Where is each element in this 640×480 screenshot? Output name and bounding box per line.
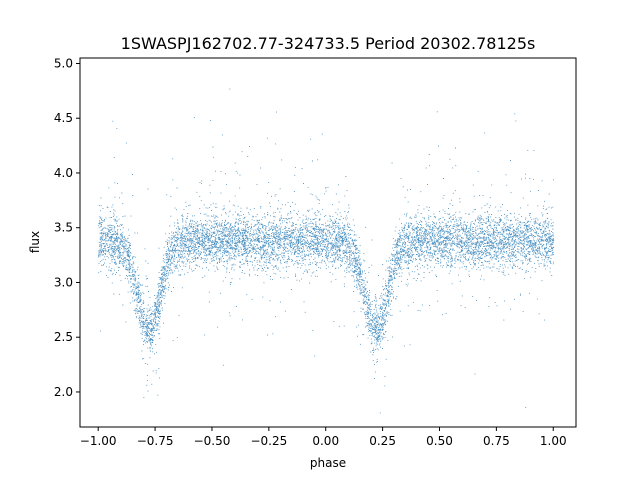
x-tick-label: 0.25 <box>369 434 396 448</box>
x-tick-label: −0.75 <box>137 434 174 448</box>
y-tick-label: 4.5 <box>54 111 73 125</box>
x-tick-label: −1.00 <box>80 434 117 448</box>
y-tick-label: 2.0 <box>54 385 73 399</box>
x-tick-label: 0.00 <box>312 434 339 448</box>
x-tick-label: −0.50 <box>194 434 231 448</box>
y-tick-label: 3.5 <box>54 221 73 235</box>
y-tick-label: 3.0 <box>54 275 73 289</box>
y-axis: 2.0 2.5 3.0 3.5 4.0 4.5 5.0 <box>54 56 80 399</box>
y-tick-label: 2.5 <box>54 330 73 344</box>
x-tick-label: 1.00 <box>540 434 567 448</box>
x-tick-label: 0.75 <box>483 434 510 448</box>
y-tick-label: 5.0 <box>54 56 73 70</box>
scatter-points <box>98 88 555 414</box>
chart-title: 1SWASPJ162702.77-324733.5 Period 20302.7… <box>121 34 536 53</box>
x-axis-label: phase <box>310 456 346 470</box>
y-axis-label: flux <box>28 231 42 253</box>
plot-frame <box>79 57 577 428</box>
x-tick-label: −0.25 <box>250 434 287 448</box>
y-tick-label: 4.0 <box>54 166 73 180</box>
data-point-cloud <box>98 88 555 414</box>
x-tick-label: 0.50 <box>426 434 453 448</box>
x-axis: −1.00 −0.75 −0.50 −0.25 0.00 0.25 0.50 0.75 1.00 <box>80 427 567 448</box>
